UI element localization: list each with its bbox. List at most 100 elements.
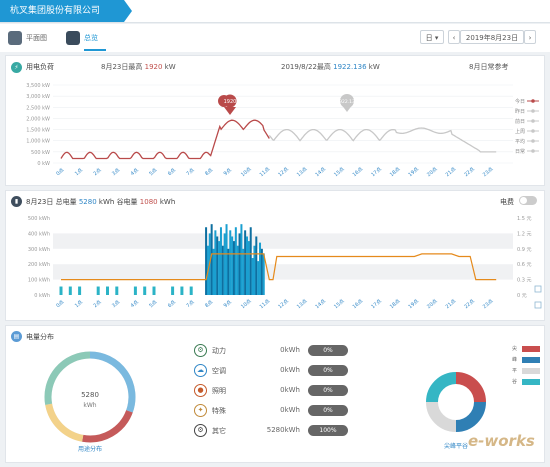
- today-load-line: [60, 119, 270, 160]
- x-tick-label: 1点: [74, 167, 84, 177]
- legend-dot: [531, 119, 535, 123]
- y-tick-label-right: 0.9 元: [517, 247, 532, 253]
- category-label: 其它: [212, 427, 226, 435]
- energy-bar: [218, 241, 221, 295]
- energy-bar: [259, 242, 262, 295]
- y-tick-label: 300 kWh: [28, 247, 50, 253]
- next-icon: ›: [528, 34, 532, 42]
- energy-bar: [210, 224, 213, 295]
- energy-bar: [180, 286, 184, 295]
- y-tick-label: 1,500 kW: [26, 128, 50, 134]
- date-display[interactable]: 2019年8月23日: [460, 30, 524, 44]
- donut-center-value: 5280: [81, 391, 99, 399]
- category-label: 照明: [212, 387, 226, 395]
- pie-legend-item: 尖: [512, 345, 542, 354]
- tou-pie: 尖峰平谷: [426, 372, 486, 450]
- ref-load-line: [268, 127, 497, 153]
- special-icon: ✦: [194, 404, 207, 417]
- energy-bar: [219, 227, 222, 295]
- x-tick-label: 14点: [314, 298, 327, 310]
- x-tick-label: 20点: [426, 298, 439, 310]
- category-row: ⚙ 其它 5280kWh 100%: [194, 424, 354, 438]
- date-mode-select[interactable]: 日 ▾: [420, 30, 444, 44]
- x-tick-label: 16点: [352, 166, 365, 178]
- total-unit: kWh: [98, 198, 115, 206]
- zoom-reset-icon[interactable]: [534, 285, 542, 293]
- energy-bar: [257, 261, 260, 295]
- y-tick-label: 0 kW: [37, 161, 50, 167]
- pie-segment: [455, 372, 486, 403]
- energy-bar: [242, 248, 245, 295]
- load-y-axis: 3,500 kW 3,000 kW 2,500 kW 2,000 kW 1,500 kW…: [26, 83, 50, 167]
- energy-x-axis: 0点 1点 2点 3点 4点 5点 6点 7点 8点 9点 10点 11点 12点 13点 14点 15点 16…: [55, 298, 494, 310]
- price-toggle-label: 电费: [500, 198, 514, 206]
- pie-legend-item: 平: [512, 367, 542, 376]
- legend-label: 日常: [515, 148, 525, 155]
- y-tick-label-right: 1.2 元: [517, 231, 532, 237]
- watermark-logo: e-works: [468, 432, 535, 450]
- x-tick-label: 21点: [445, 166, 458, 178]
- y-tick-label: 3,500 kW: [26, 83, 50, 89]
- x-tick-label: 10点: [240, 166, 253, 178]
- y-tick-label: 100 kWh: [28, 278, 50, 284]
- x-tick-label: 10点: [240, 298, 253, 310]
- app-header: 杭叉集团股份有限公司: [0, 0, 550, 23]
- x-tick-label: 8点: [204, 299, 214, 309]
- valley-unit: kWh: [159, 198, 176, 206]
- legend-label: 上周: [515, 128, 525, 135]
- x-tick-label: 8点: [204, 167, 214, 177]
- x-tick-label: 7点: [185, 299, 195, 309]
- x-tick-label: 17点: [370, 298, 383, 310]
- category-label: 特殊: [212, 407, 226, 415]
- load-grid: [53, 84, 513, 164]
- peak-today-label: 8月23日最高: [101, 63, 143, 71]
- energy-y-axis-right: 1.5 元 1.2 元 0.9 元 0.6 元 0.3 元 0 元: [517, 216, 532, 299]
- energy-bar: [240, 224, 243, 295]
- overview-icon: [66, 31, 80, 45]
- category-value: 5280kWh: [266, 426, 300, 434]
- legend-dot: [531, 109, 535, 113]
- x-tick-label: 23点: [482, 166, 495, 178]
- prev-date-button[interactable]: ‹: [448, 30, 460, 44]
- energy-bar: [216, 236, 219, 295]
- x-tick-label: 5点: [148, 167, 158, 177]
- category-row: ✦ 特殊 0kWh 0%: [194, 404, 354, 418]
- next-date-button[interactable]: ›: [524, 30, 536, 44]
- grid-band: [53, 264, 513, 280]
- x-tick-label: 11点: [259, 298, 272, 310]
- tab-floor-plan-label: 平面图: [26, 34, 47, 42]
- y-tick-label: 400 kWh: [28, 231, 50, 237]
- energy-bar: [232, 241, 235, 295]
- category-percent: 100%: [308, 425, 348, 436]
- x-tick-label: 6点: [167, 167, 177, 177]
- zoom-in-icon[interactable]: [534, 301, 542, 309]
- energy-grid: [53, 233, 513, 280]
- pie-legend-swatch: [522, 357, 540, 363]
- energy-bar: [238, 233, 241, 295]
- today-peak-marker[interactable]: 1920: [218, 94, 237, 116]
- pie-legend-swatch: [522, 346, 540, 352]
- category-percent: 0%: [308, 405, 348, 416]
- pie-legend-swatch: [522, 379, 540, 385]
- donut-segment: [89, 351, 136, 413]
- peak-ref-value: 1922.136: [333, 63, 367, 71]
- x-tick-label: 1点: [74, 299, 84, 309]
- energy-bar: [68, 286, 72, 295]
- energy-icon: ▮: [11, 196, 22, 207]
- category-value: 0kWh: [280, 386, 300, 394]
- energy-bar: [171, 286, 175, 295]
- today-peak-marker-label: 1920: [224, 99, 237, 105]
- x-tick-label: 0点: [55, 167, 65, 177]
- ref-peak-marker[interactable]: 1922.136: [336, 94, 358, 112]
- energy-bar: [260, 248, 263, 295]
- x-tick-label: 12点: [277, 298, 290, 310]
- price-toggle[interactable]: [519, 196, 537, 205]
- tab-overview-label: 总览: [84, 34, 98, 42]
- pie-legend-item: 峰: [512, 356, 542, 365]
- energy-bar: [143, 286, 147, 295]
- ref-peak-marker-label: 1922.136: [336, 99, 358, 105]
- legend-label: 前日: [515, 118, 525, 125]
- pie-segment: [426, 372, 457, 403]
- x-tick-label: 3点: [111, 299, 121, 309]
